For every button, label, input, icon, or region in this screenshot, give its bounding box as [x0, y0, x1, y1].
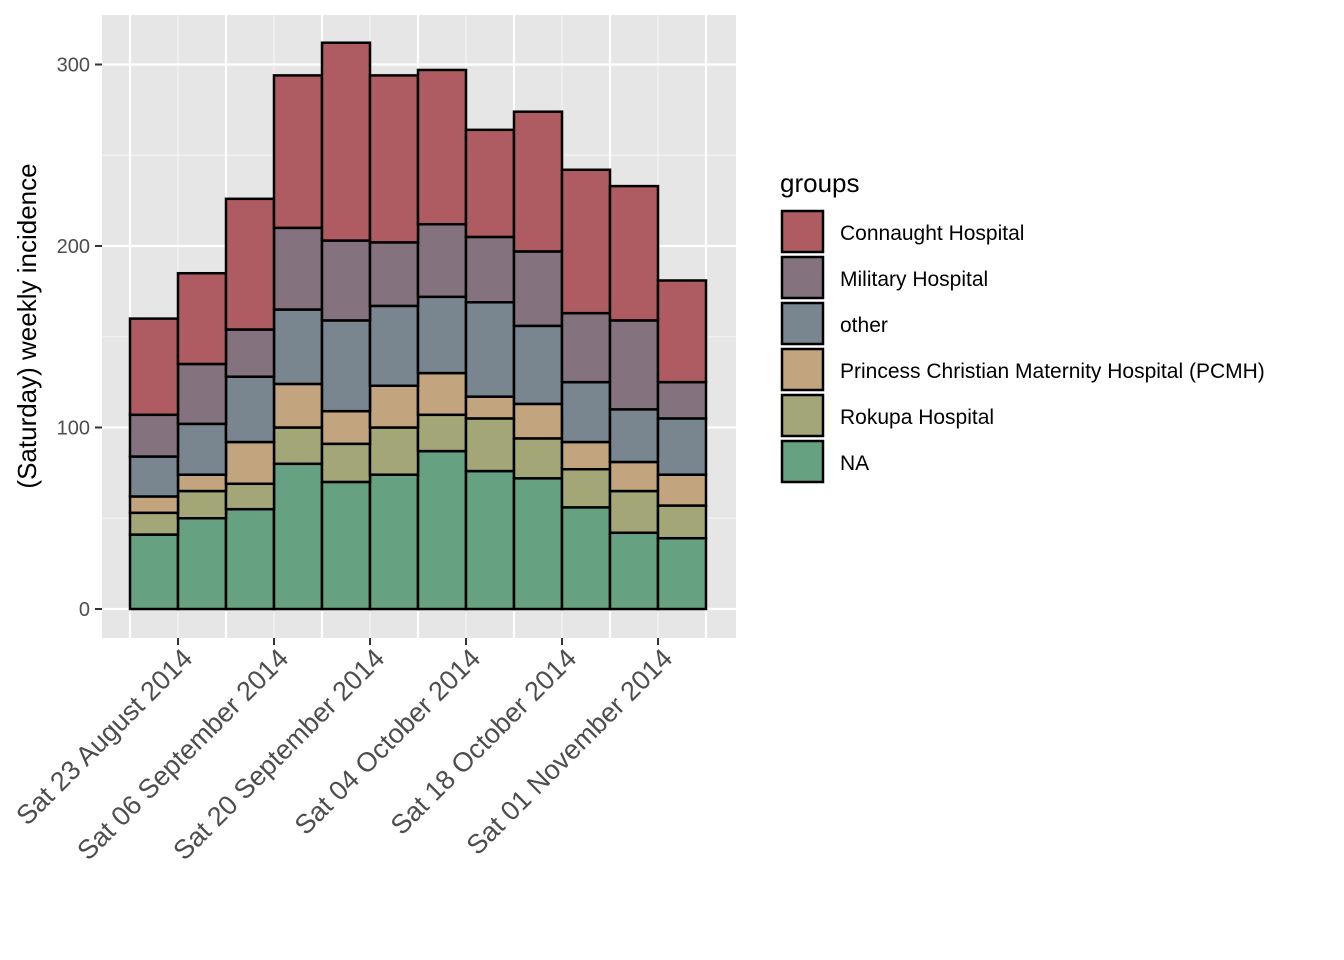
- legend-label: NA: [840, 452, 869, 475]
- bar-segment: [656, 473, 708, 507]
- bar-segment: [560, 467, 612, 509]
- y-axis: 0 100 200 300: [57, 55, 102, 621]
- bar-segment: [608, 184, 660, 322]
- legend-key: [780, 301, 825, 346]
- x-tick-label: Sat 23 August 2014: [10, 643, 198, 831]
- y-tick-label: 300: [57, 55, 90, 77]
- bar-segment: [416, 449, 468, 611]
- bars: [128, 41, 708, 611]
- bar-segment: [416, 295, 468, 375]
- bar-segment: [560, 311, 612, 384]
- bar-segment: [128, 511, 180, 536]
- legend-label: Military Hospital: [840, 268, 988, 291]
- legend: groups Connaught Hospital Military Hospit…: [780, 168, 1265, 484]
- bar-segment: [320, 442, 372, 484]
- bar-segment: [224, 328, 276, 378]
- legend-key: [780, 347, 825, 392]
- bar-segment: [320, 239, 372, 322]
- bar-segment: [464, 395, 516, 420]
- legend-label: Rokupa Hospital: [840, 406, 994, 429]
- bar-segment: [272, 426, 324, 466]
- bar-segment: [608, 319, 660, 411]
- bar-segment: [272, 462, 324, 611]
- bar-segment: [128, 455, 180, 498]
- bar-segment: [560, 506, 612, 611]
- bar-segment: [368, 74, 420, 244]
- bar-segment: [368, 426, 420, 476]
- bar-segment: [608, 408, 660, 464]
- bar-segment: [560, 380, 612, 444]
- bar-segment: [512, 477, 564, 611]
- bar-segment: [512, 110, 564, 253]
- bar-segment: [224, 440, 276, 486]
- bar-segment: [560, 440, 612, 471]
- bar-segment: [608, 531, 660, 611]
- bar-segment: [176, 422, 228, 476]
- bar-segment: [464, 128, 516, 239]
- bar-segment: [320, 41, 372, 242]
- bar-segment: [464, 235, 516, 304]
- legend-label: other: [840, 314, 888, 337]
- bar-segment: [320, 409, 372, 446]
- bar-segment: [416, 413, 468, 453]
- legend-key: [780, 255, 825, 300]
- bar-segment: [368, 384, 420, 429]
- y-tick-label: 100: [57, 418, 90, 440]
- legend-title: groups: [780, 168, 860, 198]
- legend-label: Princess Christian Maternity Hospital (P…: [840, 360, 1265, 383]
- bar-segment: [416, 371, 468, 417]
- legend-key: [780, 209, 825, 254]
- bar-segment: [512, 250, 564, 328]
- bar-segment: [272, 74, 324, 230]
- bar-segment: [176, 489, 228, 520]
- bar-segment: [416, 68, 468, 226]
- bar-segment: [464, 301, 516, 398]
- bar-segment: [176, 473, 228, 493]
- legend-label: Connaught Hospital: [840, 222, 1024, 245]
- bar-segment: [416, 222, 468, 299]
- bar-segment: [656, 279, 708, 384]
- bar-segment: [224, 482, 276, 511]
- bar-segment: [368, 241, 420, 308]
- bar-segment: [608, 489, 660, 535]
- bar-segment: [272, 226, 324, 311]
- x-tick-label: Sat 04 October 2014: [289, 643, 486, 840]
- y-tick-label: 200: [57, 236, 90, 258]
- bar-segment: [128, 317, 180, 417]
- bar-segment: [464, 417, 516, 473]
- bar-segment: [128, 413, 180, 458]
- bar-segment: [560, 168, 612, 315]
- bar-segment: [176, 271, 228, 366]
- bar-segment: [320, 319, 372, 413]
- bar-segment: [368, 304, 420, 388]
- bar-segment: [128, 495, 180, 515]
- bar-segment: [176, 362, 228, 426]
- bar-segment: [608, 460, 660, 493]
- bar-segment: [512, 402, 564, 440]
- bar-segment: [272, 382, 324, 429]
- bar-segment: [176, 517, 228, 611]
- bar-segment: [656, 417, 708, 476]
- bar-segment: [512, 437, 564, 480]
- bar-segment: [656, 380, 708, 420]
- bar-segment: [224, 375, 276, 444]
- bar-segment: [224, 507, 276, 611]
- bar-segment: [224, 197, 276, 331]
- bar-segment: [272, 308, 324, 386]
- bar-segment: [368, 473, 420, 611]
- bar-segment: [656, 536, 708, 611]
- x-tick-label: Sat 18 October 2014: [385, 643, 582, 840]
- legend-key: [780, 393, 825, 438]
- bar-segment: [128, 533, 180, 611]
- bar-segment: [464, 469, 516, 611]
- legend-key: [780, 439, 825, 484]
- bar-segment: [656, 504, 708, 540]
- y-axis-title: (Saturday) weekly incidence: [12, 163, 42, 488]
- bar-segment: [512, 324, 564, 406]
- y-tick-label: 0: [79, 599, 90, 621]
- bar-segment: [320, 480, 372, 611]
